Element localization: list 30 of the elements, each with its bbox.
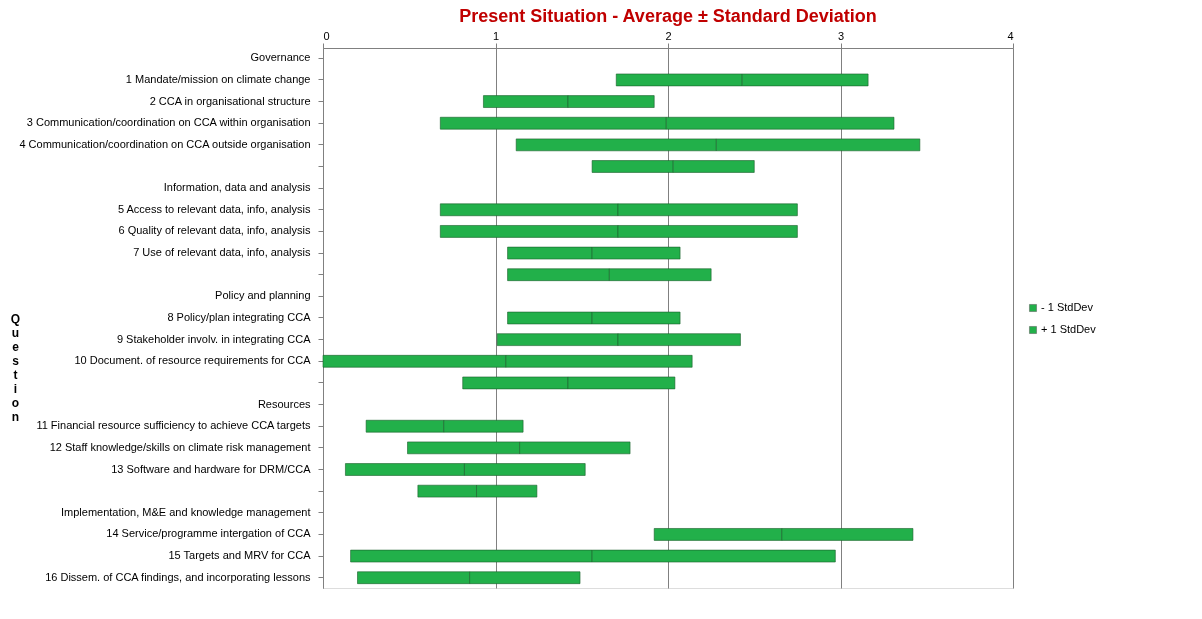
chart-title: Present Situation - Average ± Standard Deviation [459,6,877,26]
y-tick-label: 1 Mandate/mission on climate change [125,72,311,85]
x-tick-label: 2 [665,29,672,42]
legend-label: - 1 StdDev [1041,301,1094,313]
legend-label: + 1 StdDev [1041,323,1097,335]
y-tick-label: 5 Access to relevant data, info, analysis [117,202,311,215]
x-tick-label: 0 [323,29,330,42]
x-tick-label: 3 [837,29,845,42]
y-tick-label: Resources [257,397,311,410]
y-tick-label: 9 Stakeholder involv. in integrating CCA [116,332,312,345]
y-tick-label: 4 Communication/coordination on CCA outside organisation [19,137,311,150]
y-tick-label: 14 Service/programme intergation of CCA [106,527,312,540]
y-tick-label: 3 Communication/coordination on CCA within organisation [26,116,311,129]
y-tick-label: 12 Staff knowledge/skills on climate risk management [49,440,311,453]
y-tick-label: 13 Software and hardware for DRM/CCA [111,462,312,475]
y-tick-label: 6 Quality of relevant data, info, analysis [118,224,311,237]
x-tick-label: 1 [492,29,500,42]
y-tick-label: Information, data and analysis [163,181,311,194]
y-tick-label: 11 Financial resource sufficiency to achieve CCA targets [36,419,311,432]
y-tick-label: Implementation, M&E and knowledge management [61,505,311,518]
y-tick-label: Governance [250,51,311,64]
y-tick-label: 2 CCA in organisational structure [149,94,311,107]
y-tick-label: 16 Dissem. of CCA findings, and incorporating lessons [45,570,311,583]
x-tick-label: 4 [1007,29,1014,42]
y-tick-label: 7 Use of relevant data, info, analysis [133,246,311,259]
y-tick-label: 10 Document. of resource requirements for CCA [74,354,312,367]
y-tick-label: Policy and planning [215,289,311,302]
y-axis-title: Question [10,311,21,424]
y-tick-label: 15 Targets and MRV for CCA [168,549,312,562]
y-tick-label: 8 Policy/plan integrating CCA [167,311,312,323]
